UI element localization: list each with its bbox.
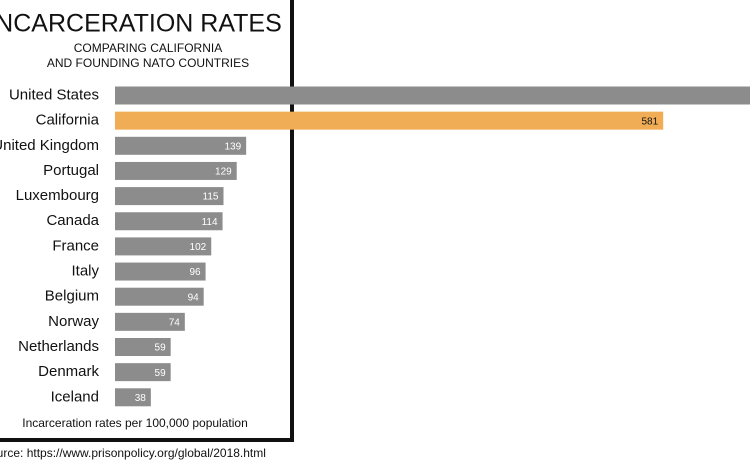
bar — [115, 287, 204, 306]
category-label: California — [36, 112, 100, 129]
data-label: 59 — [155, 368, 167, 379]
category-label: United Kingdom — [0, 137, 99, 154]
data-label: 102 — [190, 242, 207, 253]
chart-subtitle: AND FOUNDING NATO COUNTRIES — [47, 56, 249, 70]
category-label: Luxembourg — [16, 187, 99, 204]
data-label: 115 — [203, 192, 219, 203]
category-label: Norway — [48, 313, 99, 330]
bar — [115, 262, 206, 281]
bar — [115, 237, 212, 256]
category-label: France — [52, 237, 99, 254]
chart-title: INCARCERATION RATES — [0, 10, 282, 38]
category-label: Netherlands — [18, 338, 99, 355]
bar — [115, 136, 247, 155]
category-label: Canada — [46, 212, 99, 229]
bar — [115, 111, 664, 130]
data-label: 114 — [202, 217, 218, 228]
category-label: Denmark — [38, 363, 99, 380]
bar — [115, 187, 224, 206]
data-label: 96 — [189, 267, 201, 278]
data-label: 129 — [215, 167, 232, 178]
panel-frame — [0, 0, 294, 442]
source: Source: https://www.prisonpolicy.org/glo… — [0, 446, 266, 460]
data-label: 38 — [135, 393, 147, 404]
bar — [115, 161, 237, 180]
data-label: 581 — [642, 116, 659, 127]
bar — [115, 363, 171, 382]
bar — [115, 86, 750, 105]
category-label: Portugal — [43, 162, 99, 179]
category-label: Belgium — [45, 288, 99, 305]
data-label: 139 — [224, 141, 241, 152]
bar — [115, 212, 223, 231]
bar — [115, 338, 171, 356]
bar — [115, 388, 151, 407]
category-label: Iceland — [51, 388, 99, 405]
data-label: 59 — [155, 343, 167, 354]
data-label: 94 — [188, 292, 200, 303]
category-label: Italy — [71, 263, 99, 280]
category-label: United States — [9, 86, 99, 103]
axis-label: Incarceration rates per 100,000 populati… — [22, 416, 248, 430]
bar — [115, 312, 185, 331]
data-label: 74 — [169, 317, 181, 328]
chart-subtitle: COMPARING CALIFORNIA — [74, 41, 222, 55]
